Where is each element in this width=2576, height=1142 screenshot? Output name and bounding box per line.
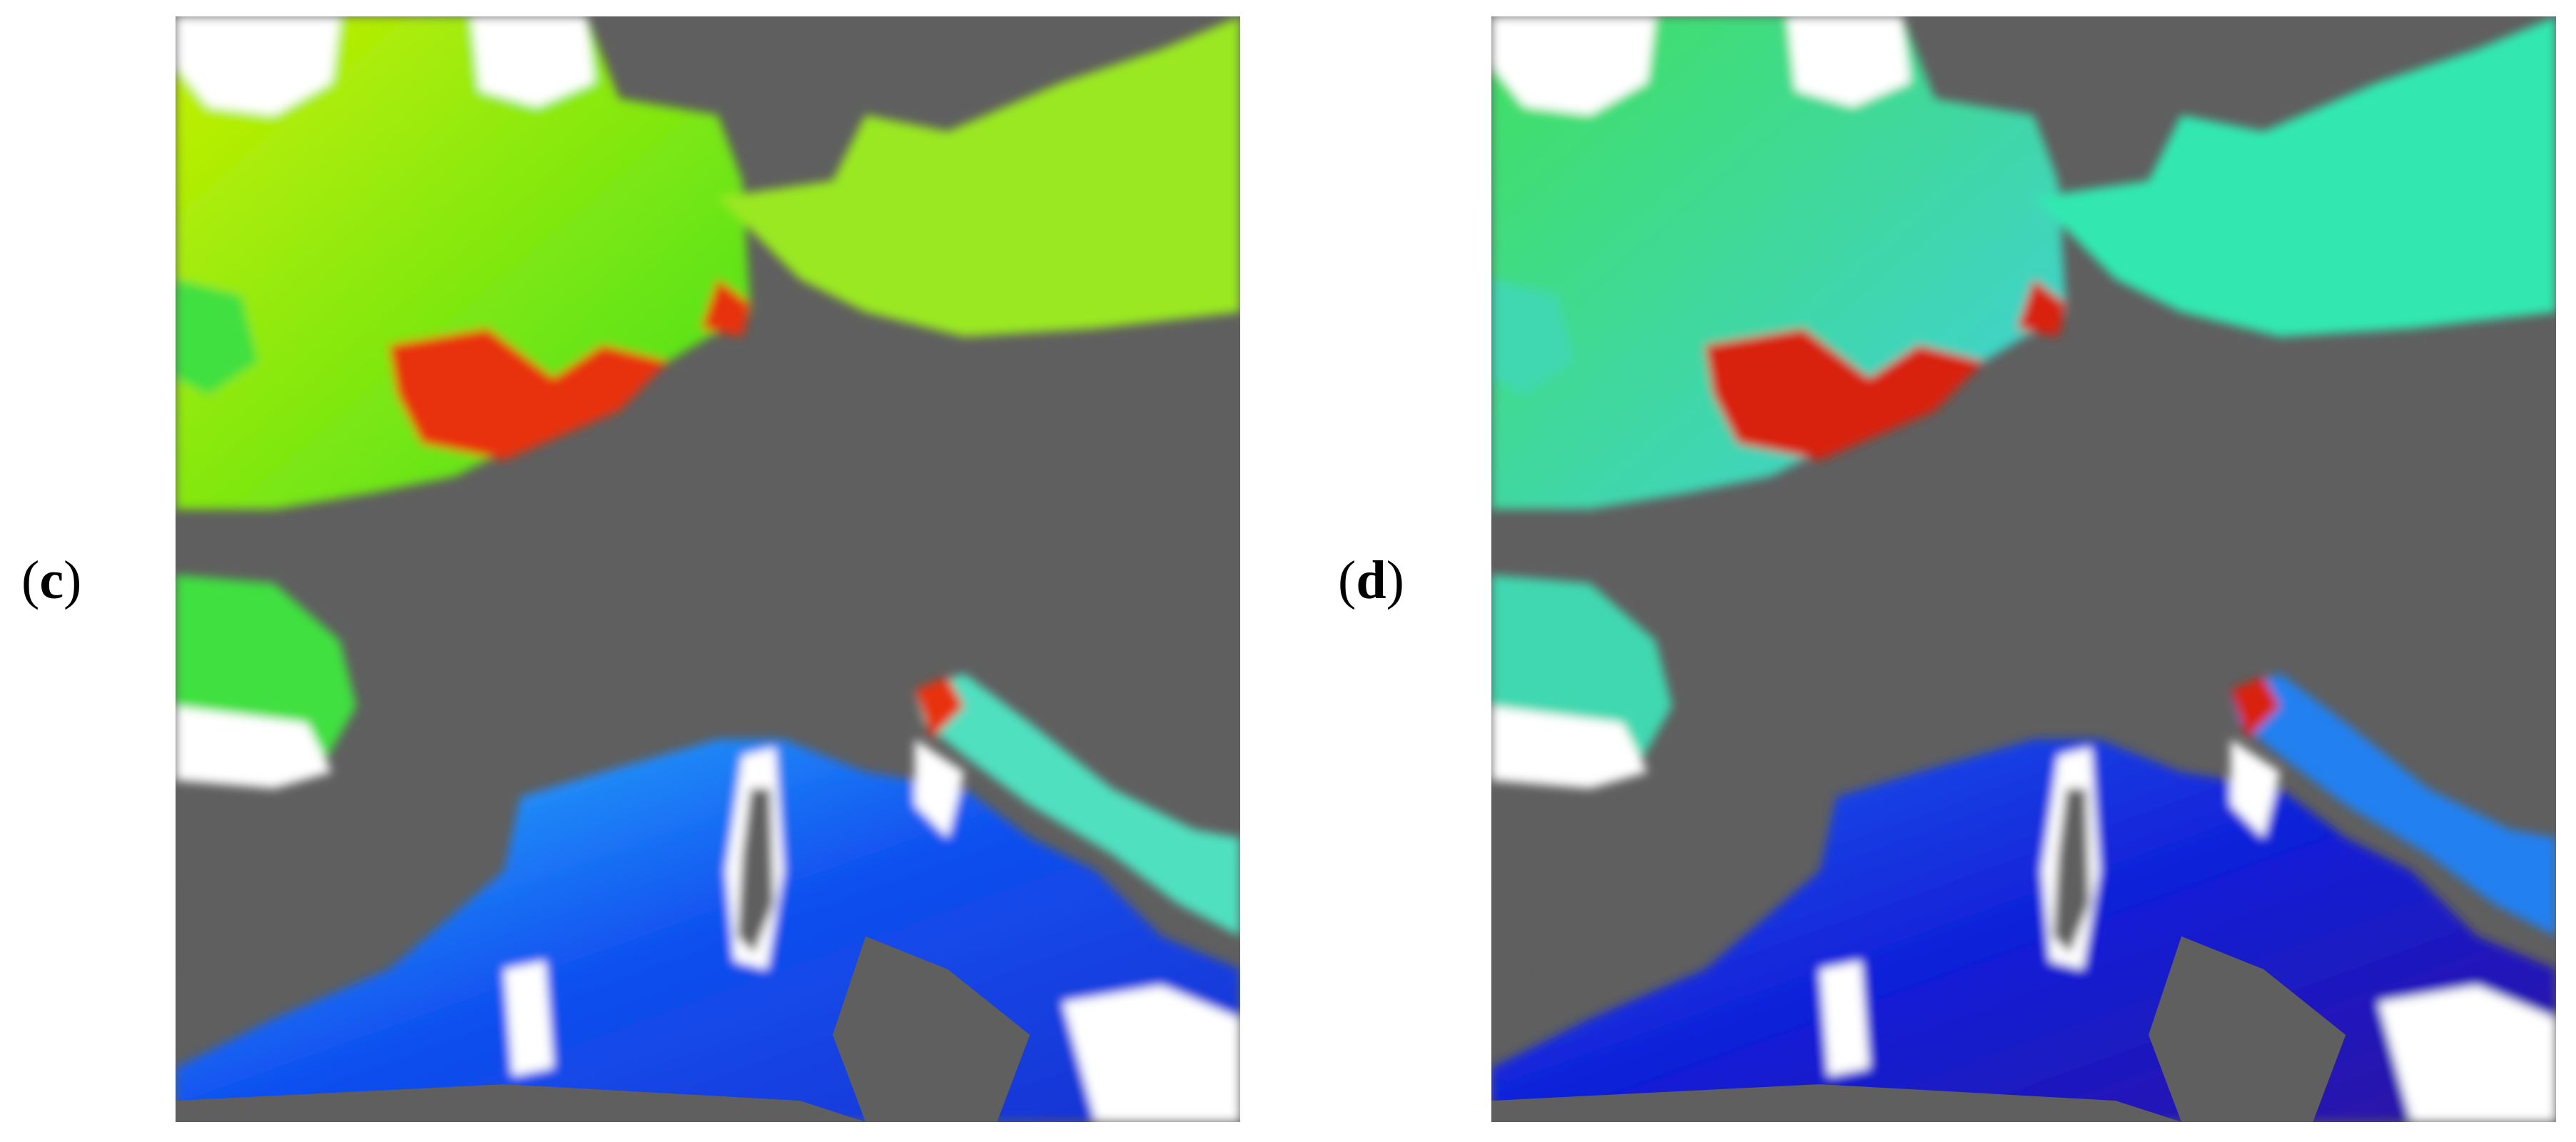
sea — [1491, 279, 1574, 395]
coastal-bloom — [701, 279, 751, 337]
coastal-bloom — [2231, 677, 2281, 739]
cloud — [1063, 985, 1240, 1122]
cloud — [915, 739, 965, 838]
island — [2053, 788, 2090, 953]
coastal-bloom — [915, 677, 965, 739]
coastal-bloom — [2017, 279, 2067, 337]
cloud — [176, 706, 332, 789]
panel-label: (c) — [21, 550, 82, 610]
satellite-map — [176, 16, 1240, 1122]
cloud — [504, 961, 554, 1076]
cloud — [176, 16, 340, 116]
sea — [176, 279, 258, 395]
sea — [2231, 673, 2556, 936]
cloud — [1820, 961, 1870, 1076]
sea-layer — [1491, 16, 2556, 1122]
land — [1491, 870, 1541, 986]
land — [176, 1084, 866, 1122]
cloud — [1787, 16, 1911, 107]
panel-label: (d) — [1338, 550, 1404, 610]
cloud — [2231, 739, 2281, 838]
island — [737, 788, 774, 953]
cloud — [2378, 985, 2556, 1122]
sea — [717, 16, 1240, 337]
coastal-bloom — [389, 328, 669, 460]
cloud — [1491, 16, 1656, 116]
cloud — [471, 16, 595, 107]
cloud — [1491, 706, 1648, 789]
satellite-map — [1491, 16, 2556, 1122]
land — [176, 870, 225, 986]
land — [2148, 936, 2346, 1122]
sea — [915, 673, 1240, 936]
land — [832, 936, 1030, 1122]
sea — [2033, 16, 2556, 337]
land — [1491, 1084, 2182, 1122]
coastal-bloom — [1705, 328, 1984, 460]
